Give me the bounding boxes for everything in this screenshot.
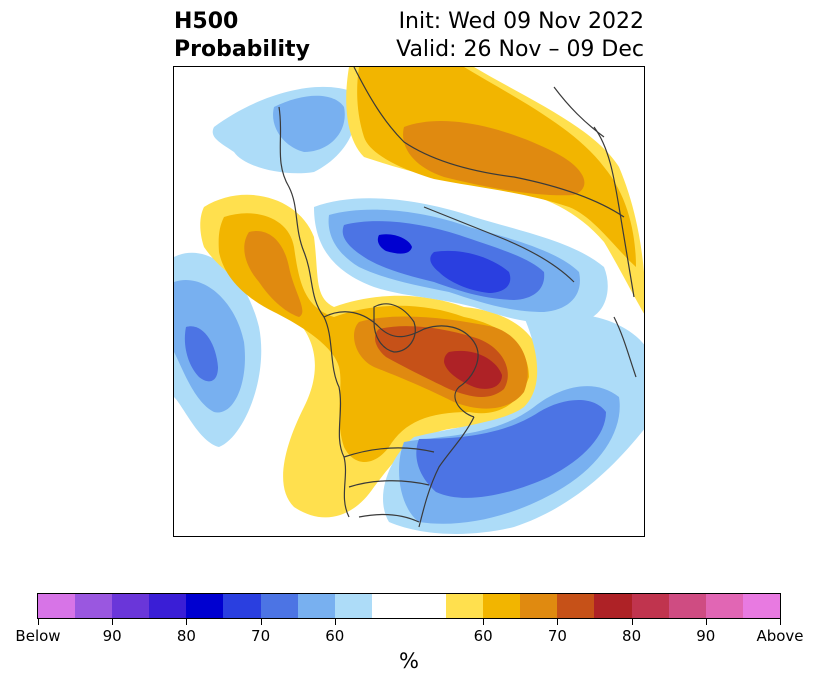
colorbar-tick-label: Above — [756, 627, 804, 645]
colorbar-cell — [594, 594, 632, 618]
pacific-below-80 — [184, 326, 218, 382]
title-right: Init: Wed 09 Nov 2022 Valid: 26 Nov – 09… — [396, 8, 644, 64]
colorbar-tick — [186, 619, 188, 625]
colorbar-tick — [483, 619, 485, 625]
colorbar-cell — [297, 594, 335, 618]
arctic-below-95 — [377, 234, 412, 254]
colorbar-cell — [75, 594, 113, 618]
colorbar-tick — [260, 619, 262, 625]
colorbar-tick — [780, 619, 781, 625]
colorbar-cell — [520, 594, 558, 618]
colorbar-cell — [446, 594, 484, 618]
map-svg — [174, 67, 644, 534]
title-product: Probability — [174, 37, 310, 62]
colorbar-cell — [668, 594, 706, 618]
pacific-below-region — [174, 252, 262, 447]
title-left: H500 Probability — [174, 8, 310, 64]
colorbar-tick-label: 80 — [176, 627, 196, 645]
colorbar-cell — [223, 594, 261, 618]
colorbar-tick — [334, 619, 336, 625]
probability-map — [173, 66, 645, 537]
title-variable: H500 — [174, 9, 239, 34]
colorbar-tick-label: 70 — [251, 627, 271, 645]
colorbar-cell — [371, 594, 447, 618]
colorbar-tick — [631, 619, 633, 625]
colorbar-cell — [557, 594, 595, 618]
colorbar-tick-label: Below — [15, 627, 61, 645]
coastlines — [278, 67, 637, 528]
alaska-above-80 — [244, 231, 303, 317]
colorbar — [37, 593, 781, 619]
aleutian-below-70 — [273, 95, 345, 152]
colorbar-tick — [38, 619, 39, 625]
colorbar-tick-label: 90 — [102, 627, 122, 645]
hudson-above-95 — [444, 350, 502, 389]
colorbar-cell — [149, 594, 187, 618]
colorbar-cell — [705, 594, 743, 618]
colorbar-tick — [705, 619, 707, 625]
init-date: Init: Wed 09 Nov 2022 — [398, 9, 644, 34]
atlantic-below-80 — [416, 399, 606, 498]
colorbar-cell — [334, 594, 372, 618]
colorbar-cell — [112, 594, 150, 618]
colorbar-tick-label: 70 — [547, 627, 567, 645]
colorbar-cell — [483, 594, 521, 618]
colorbar-cell — [186, 594, 224, 618]
atlantic-below-region — [383, 313, 644, 534]
eurasia-above-80 — [403, 121, 585, 196]
colorbar-label: % — [399, 649, 419, 673]
eurasia-above-region — [346, 67, 644, 314]
colorbar-tick-label: 60 — [325, 627, 345, 645]
colorbar-tick-label: 90 — [696, 627, 716, 645]
colorbar-cell — [260, 594, 298, 618]
colorbar-cell — [38, 594, 76, 618]
colorbar-cell — [742, 594, 780, 618]
aleutian-below-region — [212, 86, 357, 174]
arctic-below-90 — [430, 250, 511, 293]
colorbar-tick — [112, 619, 114, 625]
colorbar-tick — [557, 619, 559, 625]
arctic-below-region — [314, 198, 608, 324]
colorbar-cell — [631, 594, 669, 618]
alaska-above-region — [200, 194, 544, 518]
colorbar-tick-label: 80 — [622, 627, 642, 645]
valid-range: Valid: 26 Nov – 09 Dec — [396, 37, 644, 62]
colorbar-tick-label: 60 — [473, 627, 493, 645]
